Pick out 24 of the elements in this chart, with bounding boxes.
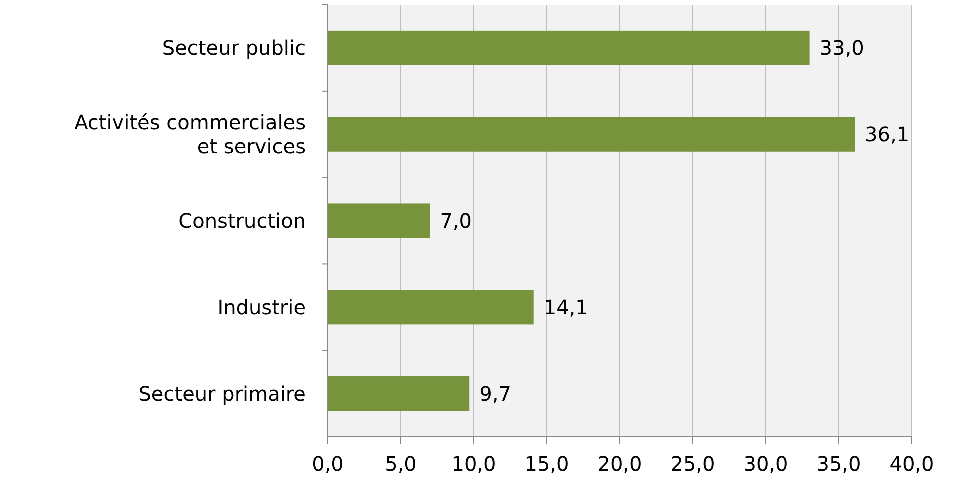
bar [328,376,470,412]
bar [328,30,810,66]
x-tick-label: 35,0 [816,452,862,476]
y-tick-label: Industrie [218,295,306,320]
bar [328,204,430,238]
y-tick-label: Activités commerciales et services [74,110,306,159]
data-label: 36,1 [865,122,910,147]
x-tick-label: 15,0 [524,452,570,476]
x-tick-label: 40,0 [890,452,934,476]
y-tick-label: Secteur public [162,36,306,60]
bar [328,290,534,325]
data-label: 9,7 [480,382,512,406]
y-tick-label: Secteur primaire [138,382,306,406]
data-label: 33,0 [820,36,864,60]
data-label: 14,1 [544,295,588,320]
x-tick-label: 10,0 [452,452,496,476]
x-tick-label: 0,0 [312,452,344,476]
x-tick-label: 30,0 [744,452,788,476]
x-tick-label: 20,0 [598,452,642,476]
bar [328,117,856,152]
data-label: 7,0 [440,209,472,233]
x-tick-label: 25,0 [670,452,716,476]
x-tick-label: 5,0 [385,452,417,476]
y-tick-label: Construction [178,209,306,233]
